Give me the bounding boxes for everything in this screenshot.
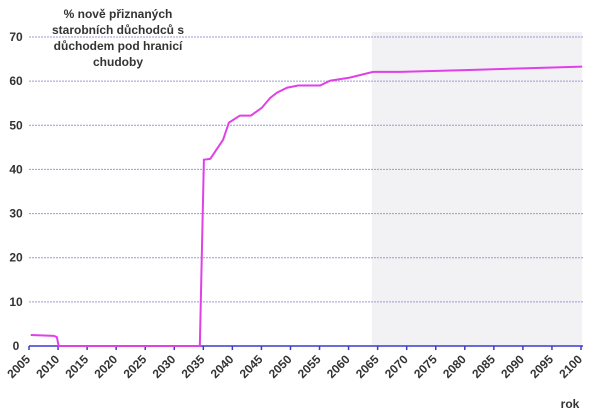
x-tick-label: 2080 bbox=[440, 352, 469, 381]
y-tick-label: 60 bbox=[9, 74, 23, 88]
y-tick-label: 30 bbox=[9, 207, 23, 221]
y-tick-label: 0 bbox=[13, 339, 20, 353]
x-tick-label: 2015 bbox=[62, 352, 91, 381]
x-tick-label: 2045 bbox=[237, 352, 266, 381]
x-tick-label: 2035 bbox=[179, 352, 208, 381]
x-tick-label: 2040 bbox=[208, 352, 237, 381]
x-tick-label: 2030 bbox=[150, 352, 179, 381]
title-line: % nově přiznaných bbox=[63, 7, 173, 21]
y-tick-label: 70 bbox=[9, 30, 23, 44]
x-tick-label: 2020 bbox=[91, 352, 120, 381]
x-tick-label: 2085 bbox=[469, 352, 498, 381]
y-tick-label: 10 bbox=[9, 295, 23, 309]
x-tick-label: 2010 bbox=[33, 352, 62, 381]
title-line: důchodem pod hranicí bbox=[53, 39, 183, 53]
shaded-forecast-region bbox=[371, 32, 583, 346]
x-tick-label: 2075 bbox=[411, 352, 440, 381]
x-tick-label: 2090 bbox=[498, 352, 527, 381]
y-tick-label: 20 bbox=[9, 251, 23, 265]
title-line: chudoby bbox=[93, 55, 143, 69]
x-tick-label: 2005 bbox=[4, 352, 33, 381]
x-tick-label: 2065 bbox=[353, 352, 382, 381]
x-axis-label: rok bbox=[561, 397, 580, 411]
x-tick-label: 2050 bbox=[266, 352, 295, 381]
y-tick-label: 50 bbox=[9, 118, 23, 132]
x-tick-label: 2095 bbox=[527, 352, 556, 381]
x-tick-label: 2025 bbox=[121, 352, 150, 381]
title-line: starobních důchodců s bbox=[51, 23, 184, 37]
x-tick-label: 2100 bbox=[556, 352, 585, 381]
x-tick-label: 2060 bbox=[324, 352, 353, 381]
x-tick-label: 2055 bbox=[295, 352, 324, 381]
y-tick-label: 40 bbox=[9, 162, 23, 176]
series-line bbox=[30, 65, 583, 347]
x-tick-label: 2070 bbox=[382, 352, 411, 381]
chart-title: % nově přiznaných starobních důchodců s … bbox=[38, 6, 198, 70]
